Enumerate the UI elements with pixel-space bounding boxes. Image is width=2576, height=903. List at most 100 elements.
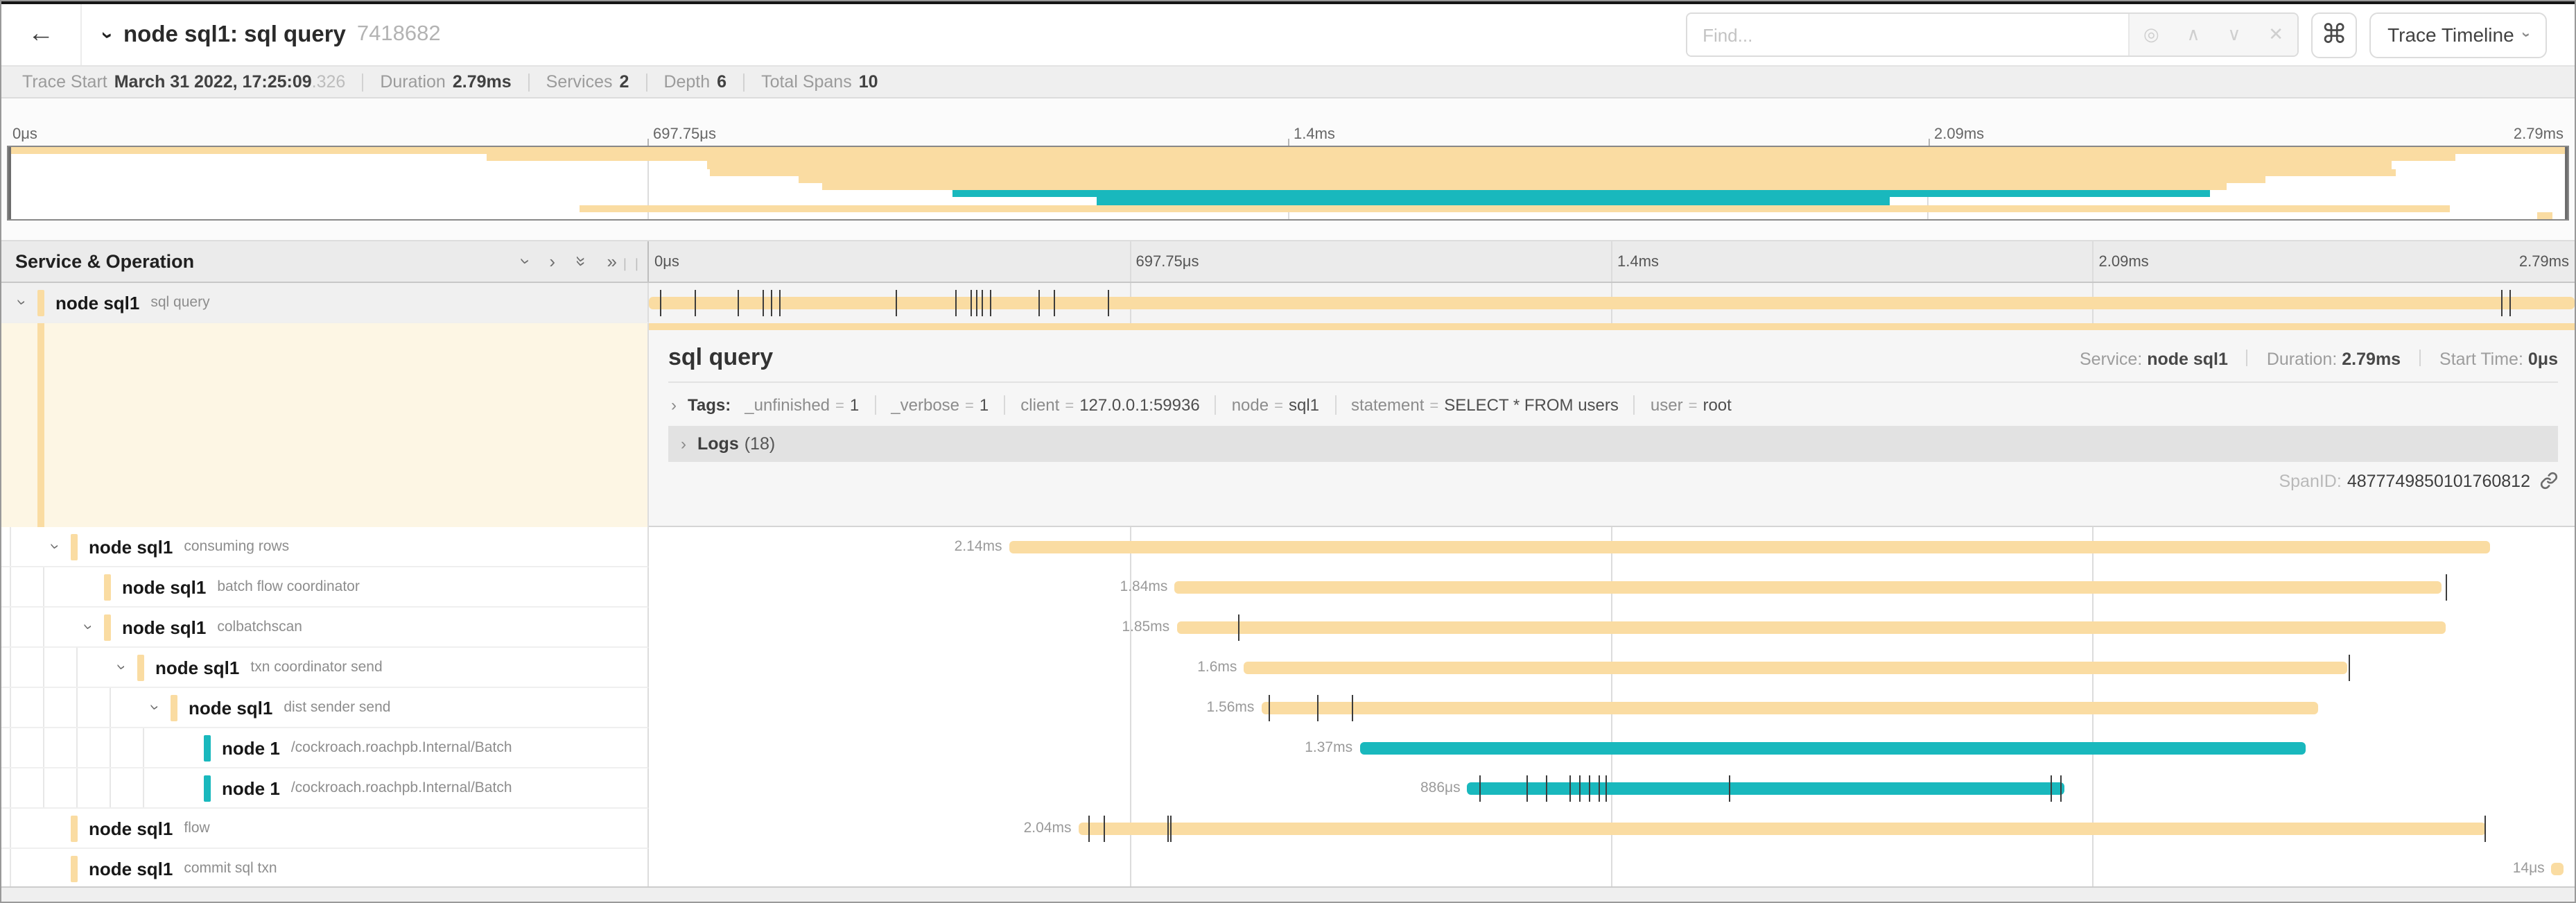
span-bar[interactable] [1261,702,2319,714]
log-marker-tick [1053,290,1055,316]
span-bar[interactable] [1078,823,2487,835]
minimap-span-row [8,147,2568,155]
find-input[interactable] [1687,14,2129,55]
meta-label: Service: [2079,350,2143,369]
span-timeline-cell[interactable]: 1.37ms [649,728,2575,768]
indent-guide [43,768,76,807]
chevron-down-icon[interactable]: › [46,544,65,549]
span-tree-item[interactable]: node 1/cockroach.roachpb.Internal/Batch [1,728,649,768]
span-timeline-cell[interactable]: 2.04ms [649,809,2575,849]
indent-guide [110,768,143,807]
span-bar[interactable] [649,297,2575,309]
find-next-icon[interactable]: ∨ [2227,24,2241,44]
span-bar[interactable] [1359,742,2306,755]
divider [2246,350,2248,366]
chevron-down-icon[interactable]: › [112,664,132,670]
log-marker-tick [1170,816,1172,842]
span-timeline-cell[interactable]: 1.84ms [649,567,2575,608]
divider [874,395,876,415]
log-marker-tick [1038,290,1040,316]
span-operation-name: commit sql txn [184,860,277,877]
span-bar[interactable] [1467,782,2064,795]
span-color-bar [204,734,211,761]
collapse-all-icon[interactable]: » [571,256,592,267]
tag-value: 127.0.0.1:59936 [1079,395,1200,415]
deep-link-icon[interactable] [2540,472,2558,490]
span-tree-item[interactable]: node sql1 commit sql txn [1,849,649,886]
keyboard-shortcuts-button[interactable]: ⌘ [2311,12,2358,58]
span-tree-item[interactable]: node 1/cockroach.roachpb.Internal/Batch [1,768,649,809]
span-timeline-cell[interactable]: 1.56ms [649,688,2575,728]
span-bar[interactable] [1244,662,2348,674]
column-resize-grip[interactable]: ❘❘ [619,257,643,270]
span-duration-label: 2.14ms [954,538,1002,555]
chevron-down-icon[interactable]: › [79,624,98,630]
indent-guide [10,849,43,886]
ruler-tick [647,139,649,146]
span-tree-item[interactable]: › node sql1 dist sender send [1,688,649,728]
span-row: node sql1 flow 2.04ms [1,809,2575,849]
tags-section[interactable]: › Tags: _unfinished = 1 _verbose = 1 client = 12… [668,383,2558,426]
span-color-bar [171,694,177,721]
span-timeline-cell[interactable] [649,283,2575,323]
collapse-one-icon[interactable]: › [515,258,537,265]
minimap-span-row [8,183,2568,191]
span-timeline-cell[interactable]: 1.85ms [649,608,2575,648]
log-marker-tick [1269,695,1271,721]
equals-sign: = [1065,398,1074,415]
stat-label: Trace Start [22,72,107,92]
chevron-down-icon[interactable]: › [146,705,165,710]
indent-guide [143,728,176,767]
tag-value: 1 [849,395,860,415]
divider [1215,395,1217,415]
span-tree-item[interactable]: node sql1 flow [1,809,649,849]
expand-all-icon[interactable]: » [607,251,617,272]
span-rows: › node sql1 sql query sql query Service: n… [1,283,2575,886]
span-bar[interactable] [1176,621,2446,634]
span-bar[interactable] [1174,581,2442,594]
log-marker-tick [2060,775,2062,802]
trace-title-chevron-down-icon[interactable]: › [96,31,119,38]
span-operation-name: consuming rows [184,538,290,555]
indent-guide [110,688,143,727]
span-tree-item[interactable]: › node sql1 colbatchscan [1,608,649,648]
minimap-viewport[interactable] [7,146,2569,221]
minimap-span-row [8,190,2568,198]
span-color-stripe [37,323,44,527]
span-color-bar [204,775,211,801]
find-clear-icon[interactable]: ✕ [2268,24,2284,44]
span-tree-item[interactable]: › node sql1 consuming rows [1,527,649,567]
span-tree-item[interactable]: › node sql1 sql query [1,283,649,323]
span-color-bar [137,654,144,680]
expand-one-icon[interactable]: › [549,251,556,272]
logs-section[interactable]: › Logs (18) [668,426,2558,462]
span-detail-tree-gutter [1,323,649,527]
find-group: ◎ ∧ ∨ ✕ [1686,12,2299,57]
span-tree-item[interactable]: › node sql1 txn coordinator send [1,648,649,688]
span-bar[interactable] [2551,863,2564,875]
meta-label: Start Time: [2439,350,2523,369]
indent-guide [10,567,43,606]
back-button[interactable]: ← [1,4,82,65]
log-marker-tick [1569,775,1571,802]
span-operation-name: txn coordinator send [250,659,383,676]
span-tree-item[interactable]: node sql1 batch flow coordinator [1,567,649,608]
minimap-span-row [8,169,2568,176]
spacer [1,223,2575,240]
ruler-tick-label: 2.79ms [2513,126,2564,143]
span-timeline-cell[interactable]: 1.6ms [649,648,2575,688]
span-timeline-cell[interactable]: 2.14ms [649,527,2575,567]
window-top-edge [1,1,2575,4]
find-prev-icon[interactable]: ∧ [2186,24,2200,44]
span-duration-label: 1.85ms [1122,619,1170,635]
locate-icon[interactable]: ◎ [2143,24,2159,44]
span-row: › node sql1 consuming rows 2.14ms [1,527,2575,567]
span-timeline-cell[interactable]: 886μs [649,768,2575,809]
stat-label: Total Spans [761,72,852,92]
chevron-down-icon[interactable]: › [12,300,32,305]
tag-value: SELECT * FROM users [1444,395,1619,415]
span-bar[interactable] [1009,541,2490,553]
minimap-ruler: 0μs 697.75μs 1.4ms 2.09ms 2.79ms [7,98,2569,146]
span-timeline-cell[interactable]: 14μs [649,849,2575,886]
view-selector-button[interactable]: Trace Timeline › [2369,12,2547,58]
